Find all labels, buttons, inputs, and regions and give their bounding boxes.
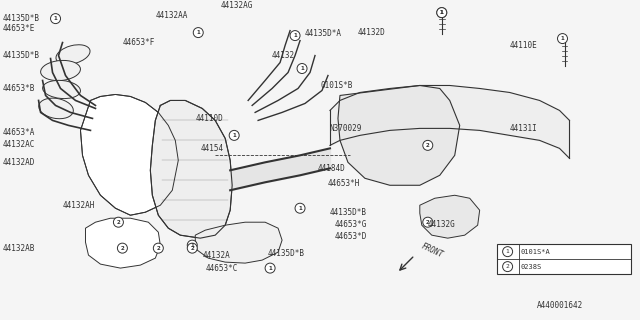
Text: 1: 1 xyxy=(196,30,200,35)
Text: 2: 2 xyxy=(190,246,194,251)
Text: 44132A: 44132A xyxy=(202,251,230,260)
Text: 44154: 44154 xyxy=(200,144,223,153)
Text: 1: 1 xyxy=(268,266,272,271)
Text: 44653*H: 44653*H xyxy=(328,179,360,188)
Text: 1: 1 xyxy=(190,243,194,248)
Text: FRONT: FRONT xyxy=(420,241,445,259)
Text: 1: 1 xyxy=(232,133,236,138)
Text: 44135D*A: 44135D*A xyxy=(305,29,342,38)
Circle shape xyxy=(229,130,239,140)
Circle shape xyxy=(290,31,300,41)
Circle shape xyxy=(113,217,124,227)
Text: 1: 1 xyxy=(440,10,444,15)
Text: 2: 2 xyxy=(506,264,509,269)
Circle shape xyxy=(423,217,433,227)
Text: 44131I: 44131I xyxy=(509,124,538,133)
Text: 44132AD: 44132AD xyxy=(3,158,35,167)
Text: A440001642: A440001642 xyxy=(536,301,582,310)
Text: 44653*C: 44653*C xyxy=(205,264,237,273)
Text: 44132AC: 44132AC xyxy=(3,140,35,149)
Polygon shape xyxy=(420,195,479,238)
Circle shape xyxy=(295,203,305,213)
Text: 44132AA: 44132AA xyxy=(156,11,188,20)
Text: 2: 2 xyxy=(116,220,120,225)
Polygon shape xyxy=(338,85,460,185)
Text: N370029: N370029 xyxy=(330,124,362,133)
Text: 2: 2 xyxy=(120,246,124,251)
Text: 0238S: 0238S xyxy=(520,264,542,270)
Circle shape xyxy=(423,140,433,150)
Polygon shape xyxy=(150,100,232,238)
Circle shape xyxy=(154,243,163,253)
Ellipse shape xyxy=(43,80,81,99)
Circle shape xyxy=(117,243,127,253)
Text: 1: 1 xyxy=(300,66,304,71)
Ellipse shape xyxy=(39,98,74,119)
Text: 1: 1 xyxy=(298,206,302,211)
Text: 2: 2 xyxy=(426,143,429,148)
Text: 44653*E: 44653*E xyxy=(3,24,35,33)
Text: 0101S*A: 0101S*A xyxy=(520,249,550,255)
Text: 1: 1 xyxy=(561,36,564,41)
Circle shape xyxy=(436,8,447,18)
Polygon shape xyxy=(81,94,179,215)
Text: 2: 2 xyxy=(426,220,429,225)
FancyBboxPatch shape xyxy=(497,244,632,274)
Text: 44653*F: 44653*F xyxy=(122,38,155,47)
Text: 44110E: 44110E xyxy=(509,41,538,50)
Text: 44132D: 44132D xyxy=(358,28,386,37)
Text: 2: 2 xyxy=(156,246,160,251)
Polygon shape xyxy=(86,218,161,268)
Text: 44135D*B: 44135D*B xyxy=(3,51,40,60)
Text: 44132AB: 44132AB xyxy=(3,244,35,253)
Circle shape xyxy=(51,14,61,24)
Text: 44110D: 44110D xyxy=(195,114,223,123)
Circle shape xyxy=(265,263,275,273)
Circle shape xyxy=(188,240,197,250)
Circle shape xyxy=(297,64,307,74)
Polygon shape xyxy=(195,222,282,263)
Ellipse shape xyxy=(40,60,81,81)
Text: 44135D*B: 44135D*B xyxy=(268,249,305,258)
Text: 44132AH: 44132AH xyxy=(63,201,95,210)
Text: 44653*B: 44653*B xyxy=(3,84,35,93)
Text: 44132AG: 44132AG xyxy=(220,1,253,10)
Text: 1: 1 xyxy=(293,33,297,38)
Text: 44184D: 44184D xyxy=(318,164,346,173)
Circle shape xyxy=(188,243,197,253)
Ellipse shape xyxy=(56,45,90,64)
Text: 44135D*B: 44135D*B xyxy=(3,14,40,23)
Circle shape xyxy=(436,8,447,18)
Circle shape xyxy=(557,34,568,44)
Text: 44653*D: 44653*D xyxy=(335,232,367,241)
Text: 1: 1 xyxy=(440,10,444,15)
Text: 44653*A: 44653*A xyxy=(3,128,35,137)
Text: 0101S*B: 0101S*B xyxy=(320,81,353,90)
Text: 44132G: 44132G xyxy=(428,220,456,229)
Circle shape xyxy=(193,28,204,37)
Text: 1: 1 xyxy=(54,16,58,21)
Text: 44132: 44132 xyxy=(272,51,295,60)
Text: 44135D*B: 44135D*B xyxy=(330,208,367,217)
Text: 44653*G: 44653*G xyxy=(335,220,367,229)
Text: 1: 1 xyxy=(506,249,509,254)
